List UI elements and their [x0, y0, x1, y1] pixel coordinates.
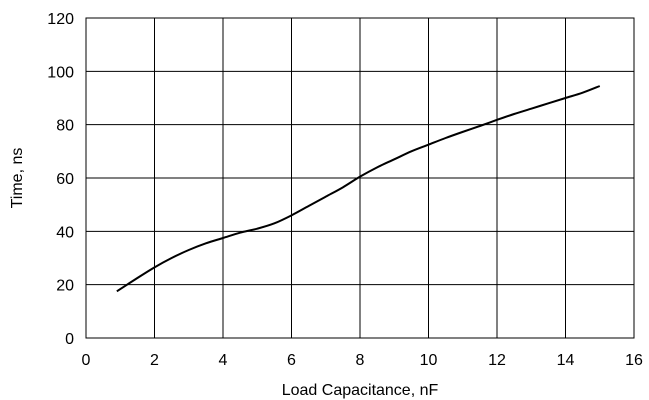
y-tick-label: 40: [56, 224, 74, 241]
y-axis-title: Time, ns: [9, 148, 26, 209]
x-tick-labels: 0 2 4 6 8 10 12 14 16: [82, 352, 643, 369]
x-tick-label: 8: [356, 352, 365, 369]
x-tick-label: 16: [625, 352, 643, 369]
y-tick-labels: 0 20 40 60 80 100 120: [47, 11, 74, 348]
x-tick-label: 14: [557, 352, 575, 369]
y-tick-label: 80: [56, 118, 74, 135]
series-line: [116, 85, 601, 293]
y-tick-label: 100: [47, 64, 74, 81]
x-tick-label: 6: [287, 352, 296, 369]
y-tick-label: 120: [47, 11, 74, 28]
y-tick-label: 20: [56, 278, 74, 295]
x-tick-label: 4: [219, 352, 228, 369]
plot-frame: [85, 17, 635, 339]
x-tick-label: 0: [82, 352, 91, 369]
x-axis-title: Load Capacitance, nF: [282, 382, 439, 399]
x-tick-label: 10: [420, 352, 438, 369]
grid-lines: [86, 18, 634, 338]
x-tick-label: 2: [150, 352, 159, 369]
y-tick-label: 0: [65, 331, 74, 348]
x-tick-label: 12: [488, 352, 506, 369]
y-tick-label: 60: [56, 171, 74, 188]
